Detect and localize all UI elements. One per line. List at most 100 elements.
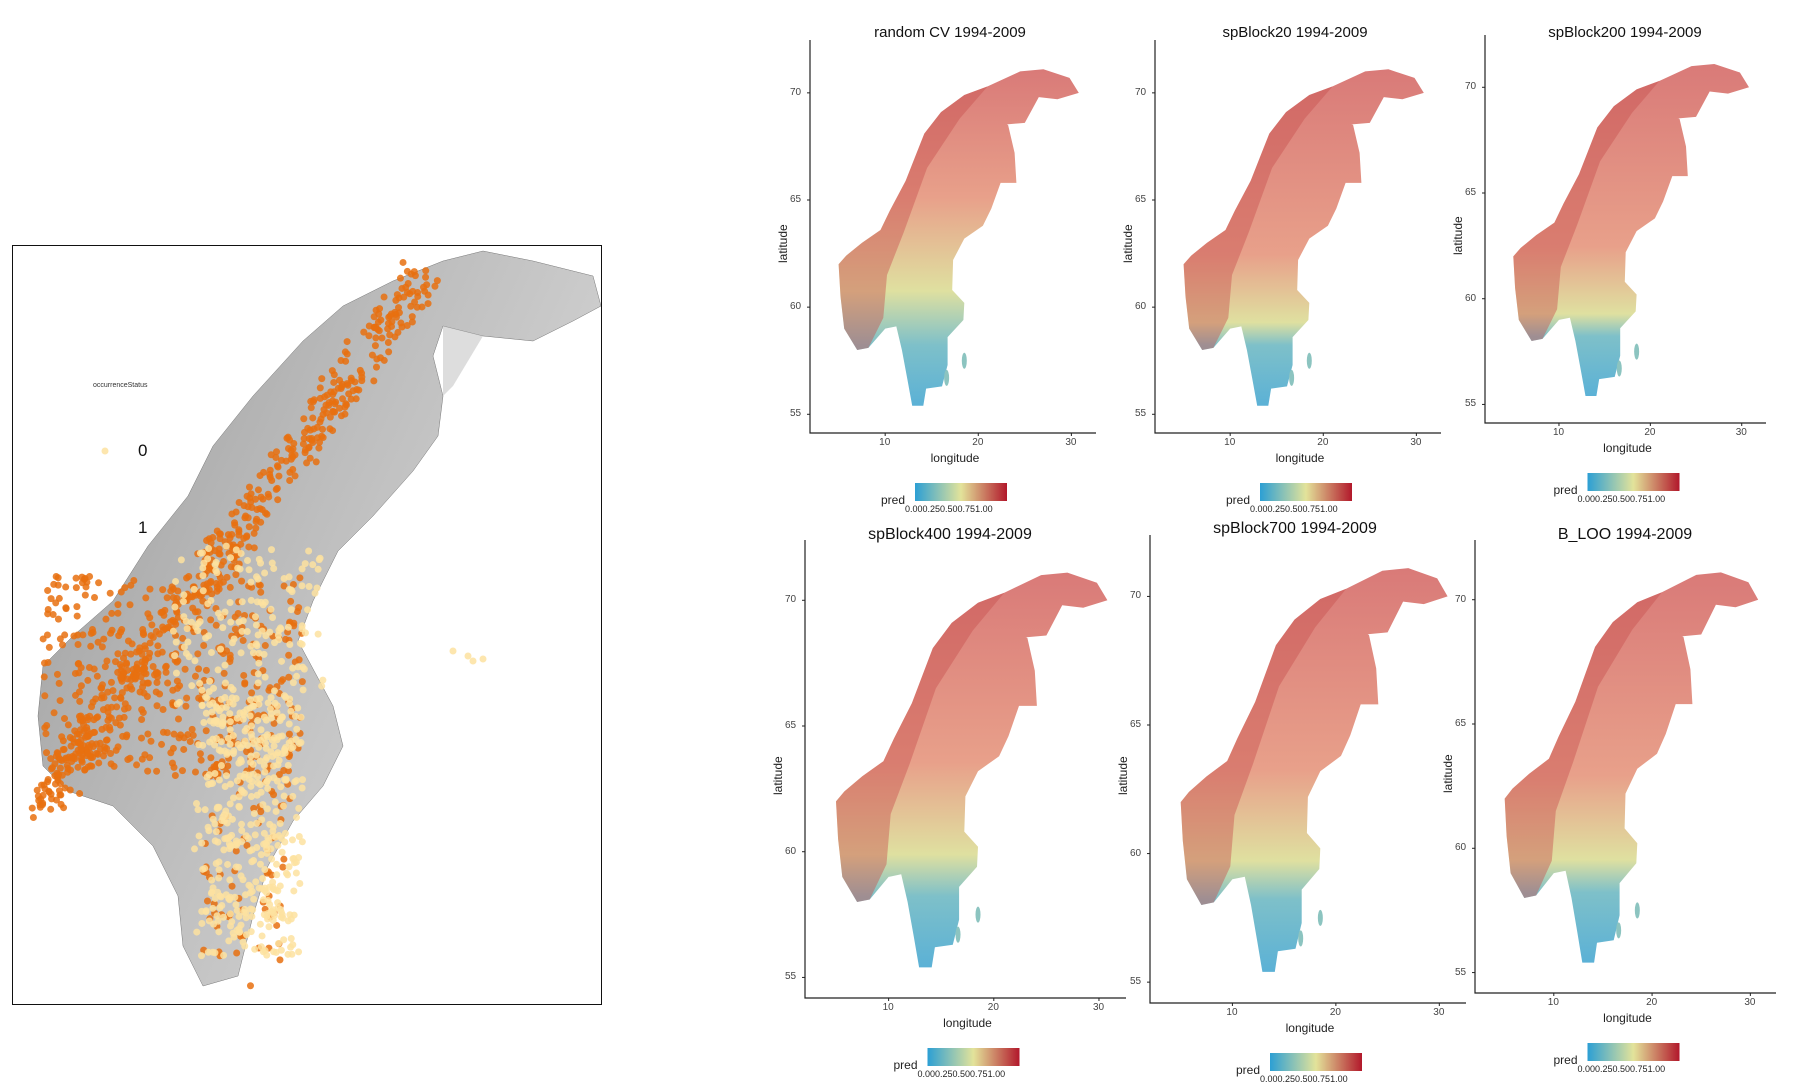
occurrence-point-absent	[236, 709, 244, 717]
prediction-panel-5: spBlock700 1994-2009 70 65 60 55 10 20 30 latit…	[1116, 520, 1466, 1084]
occurrence-point-present	[424, 291, 432, 299]
legend-colorbar	[927, 1048, 1020, 1066]
occurrence-point-present	[308, 434, 316, 442]
occurrence-point-present	[200, 641, 208, 649]
occurrence-point-present	[106, 723, 114, 731]
occurrence-point-absent	[226, 800, 234, 808]
occurrence-point-present	[117, 673, 125, 681]
occurrence-point-present	[126, 682, 134, 690]
occurrence-point-absent	[276, 819, 284, 827]
occurrence-point-absent	[252, 640, 260, 648]
occurrence-point-absent	[270, 742, 278, 750]
occurrence-point-present	[203, 897, 211, 905]
y-axis-label: latitude	[1441, 753, 1455, 793]
occurrence-point-absent	[226, 718, 234, 726]
occurrence-point-present	[370, 377, 378, 385]
occurrence-point-absent	[205, 632, 213, 640]
panel-title: random CV 1994-2009	[874, 24, 1026, 41]
occurrence-point-present	[239, 637, 247, 645]
occurrence-point-absent	[269, 614, 277, 622]
occurrence-point-absent	[289, 664, 297, 672]
occurrence-point-present	[393, 291, 401, 299]
occurrence-point-present	[77, 682, 85, 690]
x-tick-label: 30	[1092, 1002, 1105, 1013]
occurrence-point-present	[290, 440, 298, 448]
occurrence-point-present	[207, 577, 215, 585]
occurrence-point-absent	[247, 821, 255, 829]
occurrence-point-absent	[182, 649, 190, 657]
occurrence-point-absent	[211, 769, 219, 777]
occurrence-point-absent	[225, 812, 233, 820]
occurrence-point-present	[39, 791, 47, 799]
occurrence-point-absent	[205, 545, 213, 553]
y-tick-label: 60	[790, 301, 802, 313]
occurrence-point-present	[153, 767, 161, 775]
occurrence-point-present	[231, 613, 239, 621]
occurrence-point-absent	[287, 707, 295, 715]
legend-title: pred	[881, 493, 906, 507]
occurrence-point-absent	[220, 913, 228, 921]
occurrence-point-absent	[261, 768, 269, 776]
occurrence-point-present	[62, 604, 70, 612]
occurrence-point-present	[56, 764, 64, 772]
occurrence-point-absent	[198, 839, 206, 847]
occurrence-point-absent	[286, 700, 294, 708]
occurrence-point-present	[154, 642, 162, 650]
occurrence-point-absent	[238, 838, 246, 846]
occurrence-point-present	[282, 457, 290, 465]
occurrence-point-present	[82, 583, 90, 591]
occurrence-point-absent	[202, 693, 210, 701]
occurrence-point-absent	[258, 885, 266, 893]
occurrence-point-absent	[282, 776, 290, 784]
occurrence-point-absent	[216, 904, 224, 912]
occurrence-point-present	[194, 608, 202, 616]
occurrence-point-present	[116, 660, 124, 668]
occurrence-point-present	[75, 688, 83, 696]
occurrence-point-absent	[293, 672, 301, 680]
occurrence-point-absent	[274, 899, 282, 907]
occurrence-point-present	[174, 715, 182, 723]
occurrence-point-present	[342, 400, 350, 408]
occurrence-point-present	[36, 803, 44, 811]
occurrence-point-present	[76, 790, 84, 798]
occurrence-point-absent	[250, 810, 258, 818]
occurrence-point-absent	[235, 863, 243, 871]
occurrence-point-absent	[241, 891, 249, 899]
occurrence-point-present	[238, 577, 246, 585]
occurrence-point-present	[159, 586, 167, 594]
occurrence-point-present	[59, 641, 67, 649]
occurrence-point-absent	[239, 938, 247, 946]
occurrence-point-absent	[239, 876, 247, 884]
x-axis-label: longitude	[1275, 451, 1325, 465]
occurrence-point-absent	[188, 618, 196, 626]
occurrence-point-absent	[235, 793, 243, 801]
occurrence-point-absent	[238, 598, 246, 606]
occurrence-point-absent	[269, 906, 277, 914]
prediction-surface	[836, 572, 1108, 968]
occurrence-point-present	[146, 639, 154, 647]
occurrence-point-present	[291, 472, 299, 480]
occurrence-point-absent	[199, 741, 207, 749]
high-prediction-region	[1513, 80, 1660, 342]
legend-tick-labels: 0.000.250.500.751.00	[1260, 1074, 1348, 1084]
occurrence-point-present	[372, 334, 380, 342]
occurrence-point-absent	[171, 603, 179, 611]
occurrence-point-present	[228, 882, 236, 890]
occurrence-point-absent	[263, 731, 271, 739]
y-tick-label: 65	[785, 720, 797, 731]
occurrence-point-present	[100, 635, 108, 643]
occurrence-point-present	[413, 303, 421, 311]
occurrence-point-present	[312, 458, 320, 466]
occurrence-point-absent	[222, 542, 230, 550]
occurrence-point-absent	[215, 866, 223, 874]
occurrence-point-present	[365, 332, 373, 340]
island	[1634, 902, 1640, 919]
occurrence-point-present	[44, 778, 52, 786]
occurrence-point-absent	[247, 782, 255, 790]
occurrence-point-present	[98, 725, 106, 733]
occurrence-point-absent	[229, 929, 237, 937]
occurrence-point-absent	[264, 699, 272, 707]
occurrence-point-absent	[246, 847, 254, 855]
occurrence-point-present	[301, 428, 309, 436]
occurrence-point-absent	[245, 776, 253, 784]
